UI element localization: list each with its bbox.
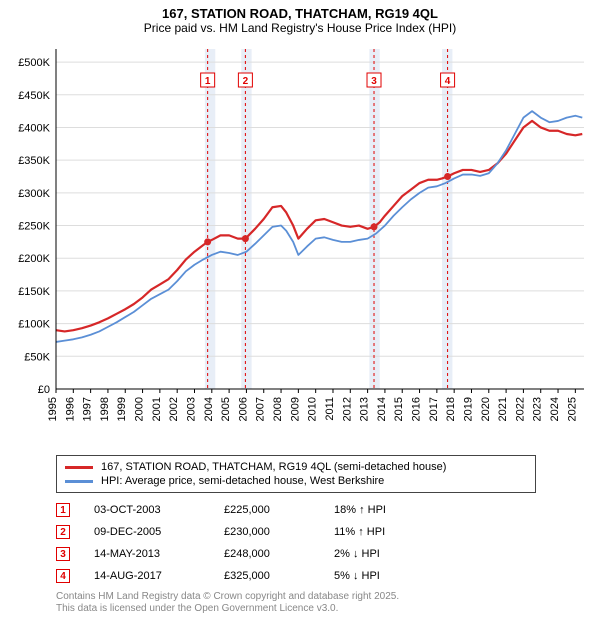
- svg-text:2025: 2025: [566, 397, 578, 421]
- svg-text:2020: 2020: [480, 397, 492, 421]
- svg-text:£500K: £500K: [18, 57, 50, 69]
- sales-row: 3 14-MAY-2013£248,0002% ↓ HPI: [56, 543, 600, 565]
- sales-marker: 3: [56, 547, 70, 561]
- sales-price: £225,000: [224, 504, 334, 516]
- legend-swatch: [65, 480, 93, 483]
- svg-text:2000: 2000: [134, 397, 146, 421]
- svg-text:2014: 2014: [376, 397, 388, 421]
- legend-item: HPI: Average price, semi-detached house,…: [65, 474, 527, 488]
- svg-text:£50K: £50K: [24, 351, 50, 363]
- svg-text:2008: 2008: [272, 397, 284, 421]
- svg-text:2005: 2005: [220, 397, 232, 421]
- sales-row: 4 14-AUG-2017£325,0005% ↓ HPI: [56, 565, 600, 587]
- legend-swatch: [65, 466, 93, 469]
- svg-text:2019: 2019: [462, 397, 474, 421]
- chart-title: 167, STATION ROAD, THATCHAM, RG19 4QL: [0, 0, 600, 21]
- svg-text:2002: 2002: [168, 397, 180, 421]
- svg-text:1996: 1996: [64, 397, 76, 421]
- sales-marker: 2: [56, 525, 70, 539]
- sales-date: 14-MAY-2013: [94, 548, 224, 560]
- svg-text:2013: 2013: [359, 397, 371, 421]
- svg-text:2010: 2010: [307, 397, 319, 421]
- svg-text:2015: 2015: [393, 397, 405, 421]
- svg-text:1: 1: [205, 76, 211, 87]
- svg-text:2024: 2024: [549, 397, 561, 421]
- svg-text:2016: 2016: [411, 397, 423, 421]
- svg-text:£150K: £150K: [18, 286, 50, 298]
- legend: 167, STATION ROAD, THATCHAM, RG19 4QL (s…: [56, 455, 536, 493]
- svg-text:£400K: £400K: [18, 122, 50, 134]
- svg-text:1999: 1999: [116, 397, 128, 421]
- svg-text:2009: 2009: [289, 397, 301, 421]
- svg-text:3: 3: [371, 76, 377, 87]
- attribution: Contains HM Land Registry data © Crown c…: [56, 591, 600, 615]
- sales-date: 09-DEC-2005: [94, 526, 224, 538]
- svg-text:2006: 2006: [237, 397, 249, 421]
- line-chart: £0 £50K £100K £150K £200K £250K £300K £350K £400…: [0, 39, 600, 449]
- svg-text:1997: 1997: [82, 397, 94, 421]
- svg-text:2021: 2021: [497, 397, 509, 421]
- svg-text:2018: 2018: [445, 397, 457, 421]
- svg-text:2: 2: [243, 76, 249, 87]
- svg-text:£250K: £250K: [18, 221, 50, 233]
- svg-text:1995: 1995: [47, 397, 59, 421]
- legend-label: HPI: Average price, semi-detached house,…: [101, 475, 384, 487]
- sales-delta: 18% ↑ HPI: [334, 504, 434, 516]
- svg-text:£200K: £200K: [18, 253, 50, 265]
- legend-label: 167, STATION ROAD, THATCHAM, RG19 4QL (s…: [101, 461, 446, 473]
- svg-text:2011: 2011: [324, 397, 336, 421]
- sales-marker: 4: [56, 569, 70, 583]
- sales-price: £230,000: [224, 526, 334, 538]
- svg-text:2003: 2003: [185, 397, 197, 421]
- svg-text:£450K: £450K: [18, 90, 50, 102]
- sales-table: 1 03-OCT-2003£225,00018% ↑ HPI 2 09-DEC-200…: [56, 499, 600, 587]
- sales-date: 03-OCT-2003: [94, 504, 224, 516]
- sales-row: 1 03-OCT-2003£225,00018% ↑ HPI: [56, 499, 600, 521]
- svg-text:4: 4: [445, 76, 451, 87]
- chart-subtitle: Price paid vs. HM Land Registry's House …: [0, 21, 600, 39]
- svg-text:2007: 2007: [255, 397, 267, 421]
- sales-date: 14-AUG-2017: [94, 570, 224, 582]
- svg-text:2023: 2023: [532, 397, 544, 421]
- svg-text:1998: 1998: [99, 397, 111, 421]
- legend-item: 167, STATION ROAD, THATCHAM, RG19 4QL (s…: [65, 460, 527, 474]
- sales-delta: 2% ↓ HPI: [334, 548, 434, 560]
- svg-text:2022: 2022: [514, 397, 526, 421]
- svg-text:2001: 2001: [151, 397, 163, 421]
- svg-text:£350K: £350K: [18, 155, 50, 167]
- svg-text:2012: 2012: [341, 397, 353, 421]
- sales-delta: 5% ↓ HPI: [334, 570, 434, 582]
- sales-row: 2 09-DEC-2005£230,00011% ↑ HPI: [56, 521, 600, 543]
- svg-text:£300K: £300K: [18, 188, 50, 200]
- attribution-line1: Contains HM Land Registry data © Crown c…: [56, 591, 600, 603]
- svg-text:£0: £0: [38, 384, 50, 396]
- svg-text:2017: 2017: [428, 397, 440, 421]
- svg-text:£100K: £100K: [18, 319, 50, 331]
- sales-marker: 1: [56, 503, 70, 517]
- sales-price: £248,000: [224, 548, 334, 560]
- sales-delta: 11% ↑ HPI: [334, 526, 434, 538]
- attribution-line2: This data is licensed under the Open Gov…: [56, 603, 600, 615]
- sales-price: £325,000: [224, 570, 334, 582]
- svg-text:2004: 2004: [203, 397, 215, 421]
- chart-area: £0 £50K £100K £150K £200K £250K £300K £350K £400…: [0, 39, 600, 449]
